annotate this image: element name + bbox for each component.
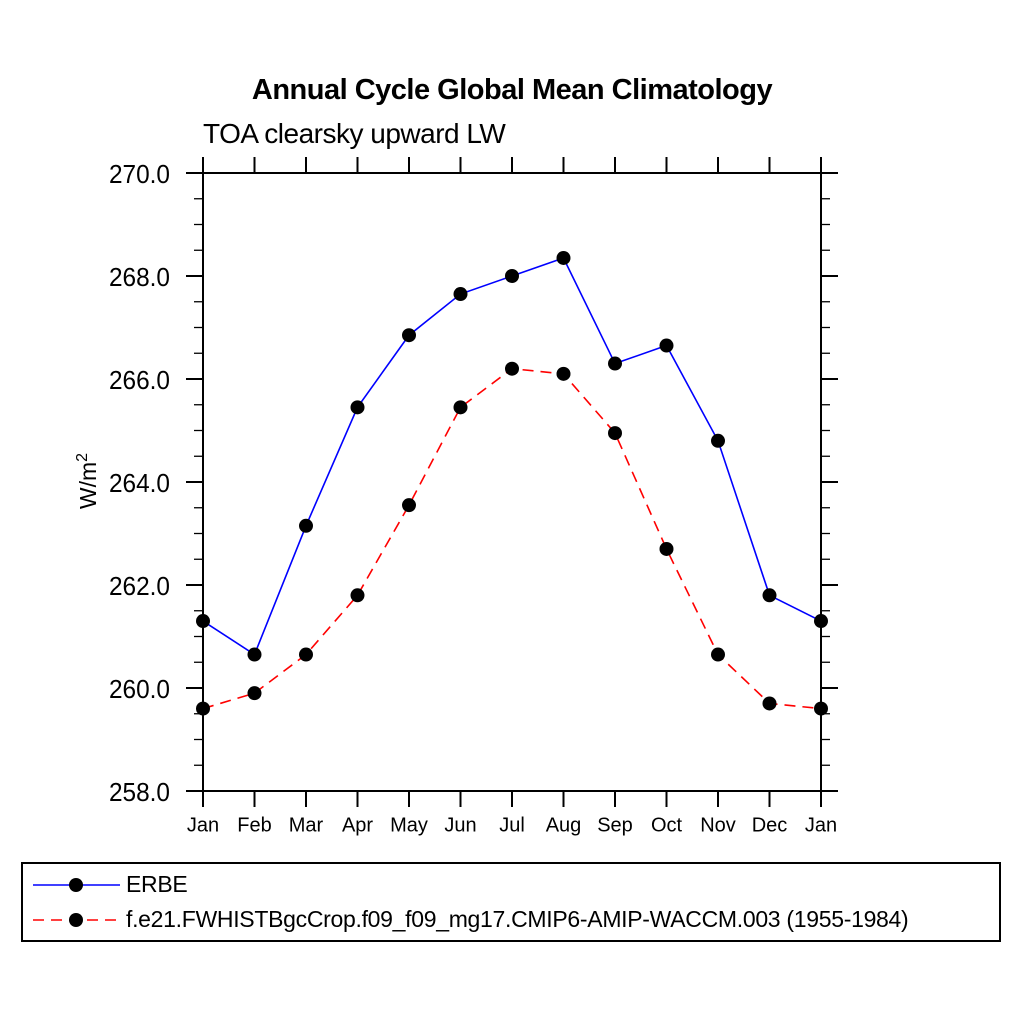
legend-label: ERBE: [126, 871, 188, 897]
y-tick-label: 268.0: [109, 262, 170, 292]
data-point-marker: [453, 400, 468, 415]
legend-line-sample: [33, 877, 120, 892]
y-tick-label: 258.0: [109, 777, 170, 807]
x-tick-label: May: [390, 815, 428, 837]
data-point-marker: [814, 701, 828, 716]
y-tick-label: 266.0: [109, 365, 170, 395]
x-tick-label: Jan: [187, 815, 219, 837]
x-tick-label: Aug: [546, 815, 582, 837]
legend-label: f.e21.FWHISTBgcCrop.f09_f09_mg17.CMIP6-A…: [126, 906, 909, 932]
legend-box: ERBE f.e21.FWHISTBgcCrop.f09_f09_mg17.CMI…: [21, 862, 1001, 942]
data-point-marker: [711, 647, 725, 662]
series-line: [202, 256, 822, 656]
data-point-marker: [608, 356, 622, 371]
x-tick-label: Feb: [237, 815, 271, 837]
data-point-marker: [247, 647, 262, 662]
chart-title: Annual Cycle Global Mean Climatology: [251, 74, 773, 106]
data-point-marker: [402, 328, 416, 343]
data-point-marker: [505, 269, 519, 283]
y-tick-label: 260.0: [109, 674, 170, 704]
data-point-marker: [556, 366, 571, 381]
chart-subtitle: TOA clearsky upward LW: [203, 118, 506, 149]
x-tick-label: Jun: [444, 815, 476, 837]
data-point-marker: [196, 701, 210, 716]
x-tick-label: Jul: [499, 815, 525, 837]
data-point-marker: [762, 588, 777, 603]
legend-marker: [69, 877, 83, 892]
x-tick-label: Sep: [597, 815, 633, 837]
x-tick-label: Dec: [752, 815, 788, 837]
x-tick-label: Apr: [342, 815, 373, 837]
x-tick-label: Nov: [700, 815, 736, 837]
plot-frame: [202, 172, 822, 792]
legend-line-sample: [33, 912, 120, 927]
data-point-marker: [299, 518, 313, 533]
data-point-marker: [196, 614, 210, 629]
data-point-marker: [608, 426, 622, 441]
data-point-marker: [402, 498, 416, 513]
x-tick-label: Jan: [805, 815, 837, 837]
data-point-marker: [350, 588, 365, 603]
y-tick-label: 270.0: [109, 159, 170, 189]
data-point-marker: [453, 287, 468, 302]
legend-entry: ERBE: [28, 867, 999, 902]
data-point-marker: [711, 433, 725, 448]
y-axis-label: W/m2: [74, 453, 102, 509]
data-point-marker: [659, 541, 674, 556]
legend-marker: [69, 912, 83, 927]
x-tick-label: Mar: [289, 815, 324, 837]
y-tick-label: 262.0: [109, 571, 170, 601]
data-point-marker: [814, 614, 828, 629]
data-point-marker: [762, 696, 777, 711]
data-point-marker: [556, 250, 571, 265]
series-line: [202, 367, 822, 710]
y-axis-label-base: W/m: [74, 461, 101, 510]
legend-entry: f.e21.FWHISTBgcCrop.f09_f09_mg17.CMIP6-A…: [28, 902, 999, 937]
data-point-marker: [659, 338, 674, 353]
data-point-marker: [350, 400, 365, 415]
data-point-marker: [505, 361, 519, 376]
data-point-marker: [247, 686, 262, 701]
y-axis-label-exponent: 2: [74, 452, 92, 462]
y-tick-label: 264.0: [109, 468, 170, 498]
x-tick-label: Oct: [651, 815, 683, 837]
data-point-marker: [299, 647, 313, 662]
